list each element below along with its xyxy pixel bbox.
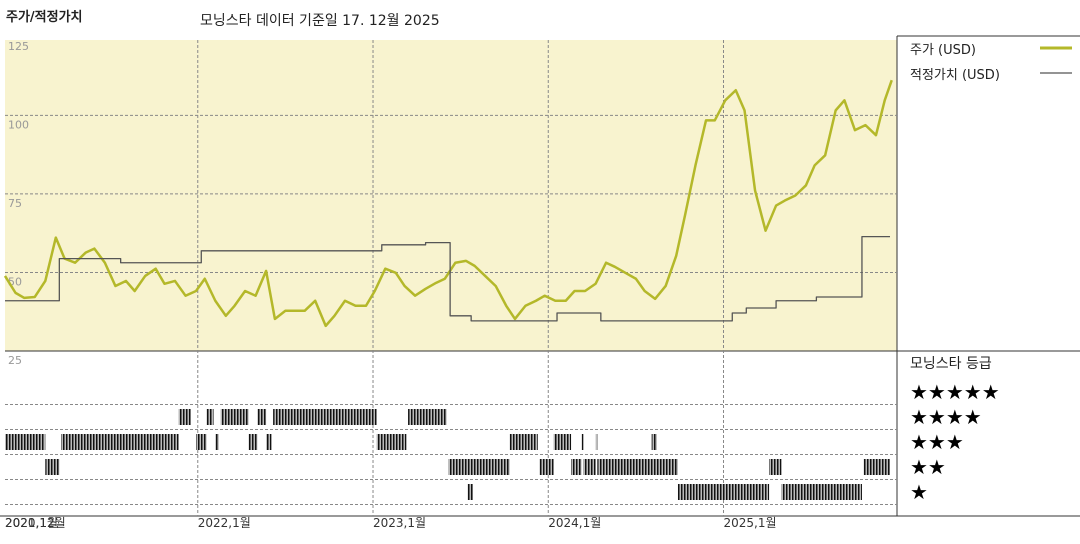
rating-period	[509, 434, 538, 450]
y-tick-label: 75	[8, 197, 22, 210]
rating-period	[863, 459, 890, 475]
rating-period	[581, 434, 584, 450]
rating-period	[597, 459, 678, 475]
rating-period	[196, 434, 207, 450]
rating-period	[178, 409, 191, 425]
x-tick-label: 2021,1월	[5, 516, 58, 530]
rating-period	[266, 434, 272, 450]
rating-period	[595, 434, 598, 450]
chart-title: 주가/적정가치	[6, 9, 83, 25]
y-tick-label: 25	[8, 354, 22, 367]
legend-label: 적정가치 (USD)	[910, 68, 1000, 83]
rating-period	[651, 434, 657, 450]
rating-period	[583, 459, 596, 475]
rating-period	[206, 409, 214, 425]
rating-period	[553, 434, 572, 450]
rating-period	[257, 409, 267, 425]
rating-period	[61, 434, 179, 450]
y-tick-label: 125	[8, 40, 29, 53]
series-line	[5, 236, 890, 322]
rating-period	[220, 409, 249, 425]
rating-label: ★★★	[910, 430, 964, 454]
rating-period	[448, 459, 510, 475]
rating-label: ★★★★	[910, 405, 982, 429]
rating-period	[677, 484, 770, 500]
rating-period	[5, 434, 46, 450]
rating-label: ★★	[910, 455, 946, 479]
rating-title: 모닝스타 등급	[910, 356, 992, 372]
rating-period	[781, 484, 862, 500]
rating-period	[215, 434, 219, 450]
rating-period	[467, 484, 473, 500]
x-tick-label: 2024,1월	[548, 516, 601, 530]
rating-period	[248, 434, 258, 450]
x-tick-label: 2020,12월	[5, 516, 66, 530]
y-tick-label: 100	[8, 118, 29, 131]
x-tick-label: 2023,1월	[373, 516, 426, 530]
x-tick-label: 2022,1월	[198, 516, 251, 530]
x-tick-label: 2025,1월	[724, 516, 777, 530]
chart-subtitle: 모닝스타 데이터 기준일 17. 12월 2025	[200, 13, 440, 29]
rating-label: ★★★★★	[910, 380, 1000, 404]
rating-period	[273, 409, 377, 425]
rating-period	[45, 459, 60, 475]
rating-period	[408, 409, 447, 425]
rating-period	[539, 459, 554, 475]
rating-period	[571, 459, 582, 475]
legend-label: 주가 (USD)	[910, 43, 976, 58]
plot-background	[5, 40, 897, 351]
rating-period	[376, 434, 407, 450]
rating-label: ★	[910, 480, 928, 504]
rating-period	[769, 459, 782, 475]
